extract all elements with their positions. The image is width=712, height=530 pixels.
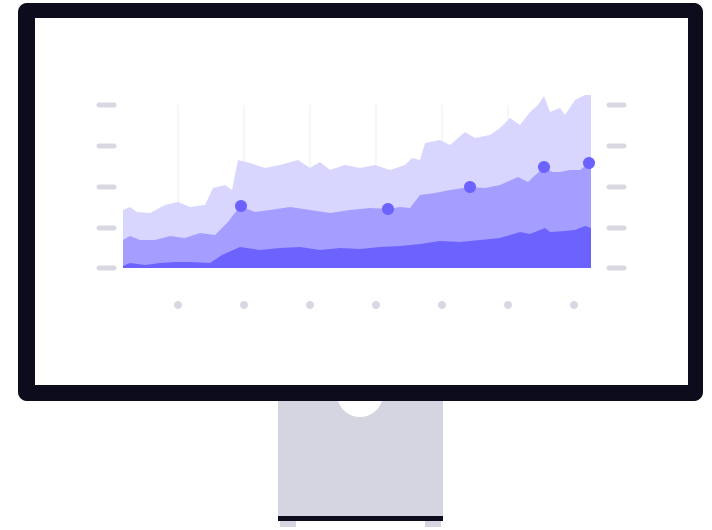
marker: [382, 203, 394, 215]
marker: [538, 161, 550, 173]
tick-placeholder: [504, 301, 512, 309]
stand-foot: [280, 521, 296, 527]
marker: [464, 181, 476, 193]
y-axis-right: [606, 102, 627, 271]
tick-placeholder: [372, 301, 380, 309]
tick-placeholder: [438, 301, 446, 309]
tick-placeholder: [174, 301, 182, 309]
marker: [235, 200, 247, 212]
marker: [583, 157, 595, 169]
tick-placeholder: [240, 301, 248, 309]
area-dark: [123, 226, 591, 268]
stand-base: [278, 516, 443, 521]
stand-foot: [425, 521, 441, 527]
y-axis-left: [96, 102, 117, 271]
tick-placeholder: [306, 301, 314, 309]
markers: [235, 157, 595, 215]
tick-placeholder: [570, 301, 578, 309]
x-axis: [174, 301, 578, 309]
